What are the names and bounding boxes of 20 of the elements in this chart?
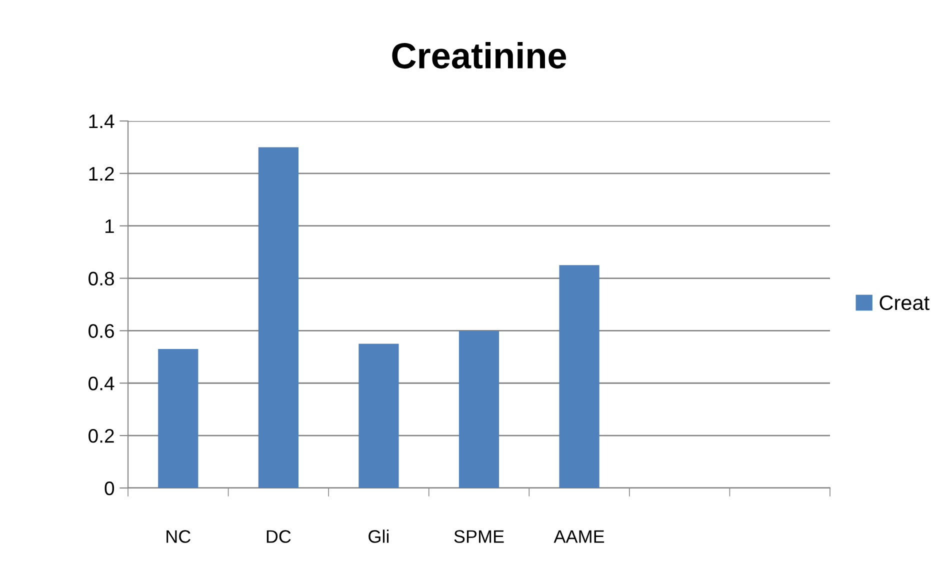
y-tick-label: 0.4: [88, 376, 114, 390]
y-tick-label: 0.8: [88, 272, 114, 286]
y-tick-label: 1.2: [89, 166, 114, 180]
bar: [458, 330, 500, 488]
legend-label: Creat: [880, 295, 930, 310]
y-tick-label: 1.4: [89, 114, 114, 128]
x-tick-label: DC: [266, 530, 291, 543]
bar: [559, 265, 600, 488]
chart-title: Creatinine: [392, 42, 566, 69]
y-tick-label: 1: [105, 220, 114, 233]
bar: [258, 147, 298, 488]
x-tick-label: AAME: [554, 530, 604, 543]
y-tick-label: 0.6: [88, 324, 114, 338]
bar: [158, 349, 198, 488]
y-tick-label: 0.2: [88, 429, 114, 443]
x-tick-label: SPME: [454, 530, 504, 543]
bar: [358, 344, 399, 488]
y-tick-label: 0: [104, 481, 114, 496]
x-tick-label: Gli: [368, 530, 389, 543]
x-tick-label: NC: [166, 530, 191, 543]
